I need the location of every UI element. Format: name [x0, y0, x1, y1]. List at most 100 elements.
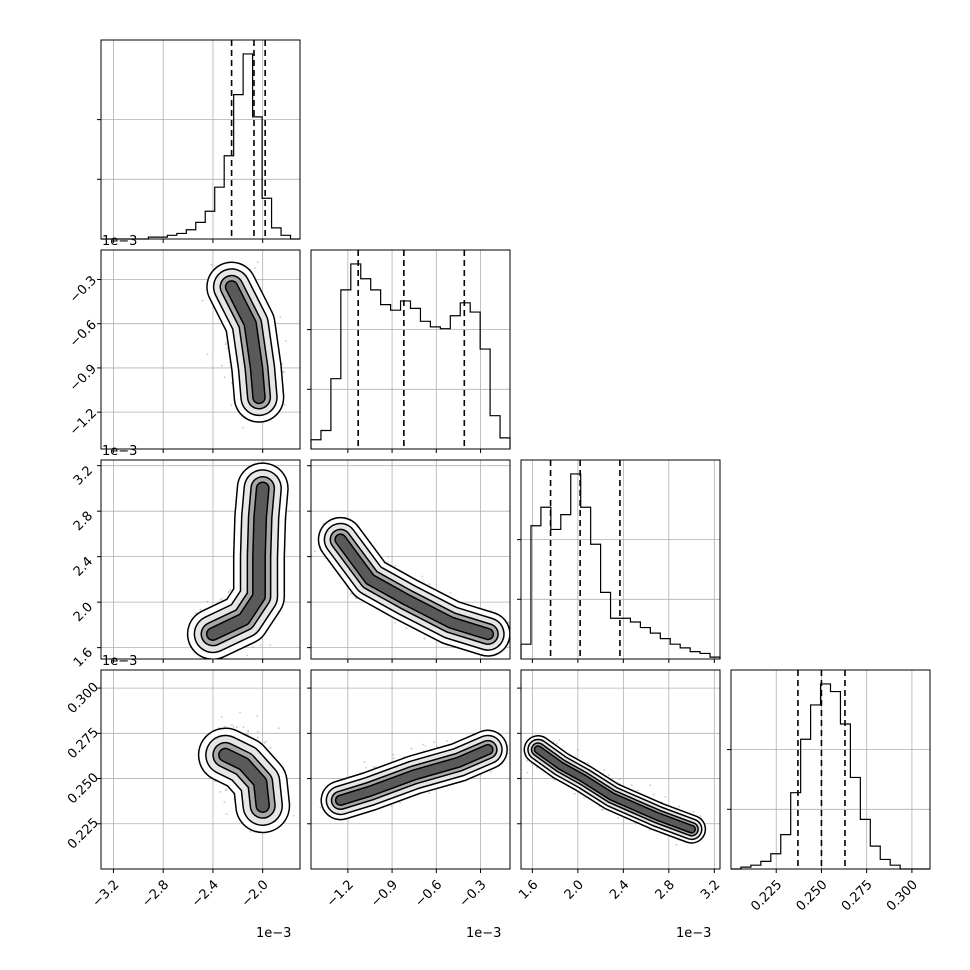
sample-point — [201, 299, 204, 302]
sample-point — [269, 644, 272, 647]
density-content — [197, 711, 295, 834]
contour-fill-4 — [336, 745, 493, 805]
x-tick-label: −1.2 — [324, 877, 357, 910]
histogram-step — [310, 263, 511, 449]
sample-point — [583, 797, 585, 799]
sample-point — [221, 364, 223, 367]
sample-point — [617, 817, 619, 819]
sample-point — [423, 637, 426, 640]
x-offset-label: 1e−3 — [676, 926, 711, 941]
sample-point — [246, 243, 248, 245]
sample-point — [239, 711, 242, 714]
sample-point — [553, 778, 556, 781]
sample-point — [319, 806, 322, 809]
sample-point — [692, 810, 695, 813]
sample-point — [392, 753, 395, 756]
sample-point — [223, 801, 226, 803]
sample-point — [206, 353, 209, 356]
x-offset-label: 1e−3 — [466, 926, 501, 941]
sample-point — [219, 791, 222, 793]
sample-point — [422, 743, 424, 746]
panel-frame — [520, 669, 721, 870]
panel-frame — [100, 669, 301, 870]
sample-point — [199, 608, 202, 611]
sample-point — [618, 778, 621, 780]
sample-point — [507, 621, 510, 624]
sample-point — [264, 740, 267, 743]
sample-point — [263, 741, 266, 744]
x-tick-label: −0.3 — [457, 877, 490, 910]
sample-point — [206, 600, 209, 603]
y-offset-label: 1e−3 — [102, 654, 137, 669]
panel-frame — [310, 459, 511, 660]
y-tick-label: −0.3 — [67, 273, 100, 306]
histogram-step — [731, 683, 930, 870]
histogram-panel-2 — [307, 249, 511, 453]
sample-point — [446, 740, 448, 742]
sample-point — [526, 759, 528, 762]
sample-point — [242, 726, 245, 729]
x-tick-label: −0.9 — [368, 877, 401, 910]
sample-point — [235, 726, 238, 728]
sample-point — [637, 789, 639, 792]
sample-point — [699, 815, 702, 817]
y-tick-label: −0.9 — [67, 362, 100, 395]
sample-point — [390, 805, 393, 807]
x-tick-label: 1.6 — [516, 877, 541, 902]
panel-frame — [310, 669, 511, 870]
contour-fill-4 — [219, 749, 269, 812]
x-offset-label: 1e−3 — [256, 926, 291, 941]
sample-point — [355, 597, 357, 600]
sample-point — [221, 597, 224, 600]
sample-point — [577, 749, 579, 751]
sample-point — [601, 808, 604, 811]
sample-point — [424, 745, 427, 747]
sample-point — [227, 592, 230, 594]
sample-point — [252, 646, 255, 648]
sample-point — [225, 341, 227, 344]
sample-point — [394, 564, 397, 567]
sample-point — [392, 757, 395, 759]
sample-point — [254, 267, 257, 269]
y-tick-label: 0.225 — [65, 816, 102, 853]
sample-point — [229, 588, 232, 591]
density-content — [201, 243, 287, 429]
panel-frame — [520, 459, 721, 660]
y-tick-label: 3.2 — [71, 463, 96, 488]
sample-point — [228, 590, 230, 593]
sample-point — [558, 739, 561, 741]
contour-fill-4 — [207, 482, 269, 640]
sample-point — [232, 725, 235, 728]
panel-frame — [730, 669, 931, 870]
sample-point — [257, 261, 259, 263]
histogram-panel-4: 0.225 0.250 0.275 0.300 — [727, 669, 931, 914]
sample-point — [664, 796, 667, 798]
sample-point — [394, 621, 397, 624]
x-tick-label: 0.300 — [884, 877, 921, 914]
contour-fill-4 — [335, 534, 493, 639]
x-tick-label: −2.0 — [239, 877, 272, 910]
panel-frame — [310, 249, 511, 450]
panels-layer: 0.225 0.250 0.275 0.300−1.2−0.9−0.6−0.31.62… — [65, 39, 931, 941]
x-tick-label: −3.2 — [90, 877, 123, 910]
x-tick-label: 2.0 — [562, 877, 587, 902]
sample-point — [283, 370, 285, 373]
sample-point — [421, 575, 423, 578]
sample-point — [269, 746, 272, 749]
y-tick-label: 0.275 — [65, 725, 102, 762]
sample-point — [195, 612, 198, 614]
histogram-step — [101, 53, 300, 240]
panel-frame — [100, 459, 301, 660]
y-tick-label: 2.0 — [71, 600, 96, 625]
sample-point — [230, 404, 233, 407]
sample-point — [634, 822, 637, 825]
sample-point — [428, 792, 430, 795]
y-tick-label: −1.2 — [67, 406, 100, 439]
sample-point — [224, 343, 227, 346]
density-content — [311, 516, 510, 657]
sample-point — [490, 770, 493, 773]
sample-point — [288, 510, 291, 512]
sample-point — [449, 591, 452, 594]
x-tick-label: 0.275 — [839, 877, 876, 914]
